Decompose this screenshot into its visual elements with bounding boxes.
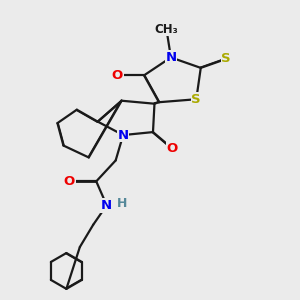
Text: O: O — [167, 142, 178, 155]
Text: S: S — [221, 52, 231, 65]
Text: CH₃: CH₃ — [154, 22, 178, 36]
Text: O: O — [112, 69, 123, 82]
Text: S: S — [191, 93, 201, 106]
Text: N: N — [101, 199, 112, 212]
Text: H: H — [116, 197, 127, 210]
Text: N: N — [165, 51, 176, 64]
Text: N: N — [118, 129, 129, 142]
Text: O: O — [64, 175, 75, 188]
